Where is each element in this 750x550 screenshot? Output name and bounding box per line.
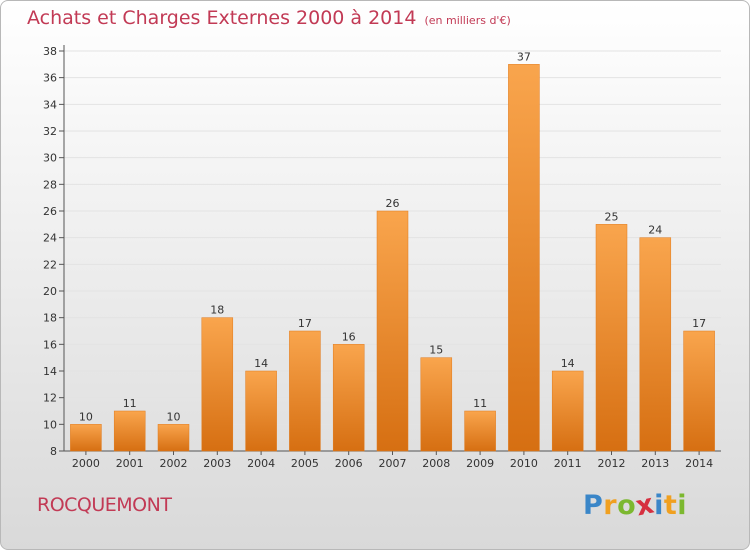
x-tick-label: 2013 [641,457,669,470]
x-tick-label: 2010 [510,457,538,470]
x-tick-label: 2003 [203,457,231,470]
bar [289,330,321,452]
y-tick-label: 24 [43,232,57,245]
y-tick-label: 20 [43,285,57,298]
bar [245,370,277,452]
bar [595,224,628,452]
bar [113,410,146,452]
y-tick-label: 22 [43,258,57,271]
y-tick-label: 26 [43,205,57,218]
data-label: 11 [473,397,487,410]
bar [508,64,540,452]
y-tick-label: 38 [43,45,57,58]
bar [551,370,584,452]
y-tick-label: 32 [43,125,57,138]
y-tick-label: 36 [43,72,57,85]
bar [201,317,234,452]
logo-letter: P [583,490,604,521]
data-label: 17 [298,317,312,330]
y-tick-label: 30 [43,152,57,165]
x-tick-label: 2004 [247,457,275,470]
x-tick-label: 2012 [598,457,626,470]
bar [376,210,409,452]
x-tick-label: 2014 [685,457,713,470]
data-label: 37 [517,50,531,63]
x-tick-label: 2002 [160,457,188,470]
logo-letter: i [677,490,688,521]
x-tick-label: 2006 [335,457,363,470]
x-tick-label: 2001 [116,457,144,470]
logo-letter: o [617,490,637,521]
bar [639,237,672,452]
bars: 10 11 10 18 14 17 16 26 15 11 37 14 25 24 17 [70,50,715,452]
data-label: 24 [648,224,662,237]
y-tick-label: 16 [43,338,57,351]
data-label: 14 [561,357,575,370]
y-tick-label: 8 [50,445,57,458]
data-label: 10 [79,410,93,423]
bar [332,344,365,452]
proxiti-logo[interactable]: Proxiti [583,488,688,522]
y-tick-label: 14 [43,365,57,378]
y-tick-label: 28 [43,178,57,191]
x-tick-label: 2000 [72,457,100,470]
x-tick-label: 2007 [379,457,407,470]
bar [420,357,453,452]
y-tick-label: 12 [43,392,57,405]
data-label: 26 [386,197,400,210]
y-tick-label: 18 [43,312,57,325]
bar [464,410,496,452]
data-label: 15 [429,344,443,357]
data-label: 14 [254,357,268,370]
data-label: 16 [342,330,356,343]
logo-letter: r [603,490,618,521]
x-tick-label: 2011 [554,457,582,470]
data-label: 17 [692,317,706,330]
chart-subtitle: (en milliers d'€) [424,14,511,27]
data-label: 10 [167,410,181,423]
logo-letter: t [663,490,678,521]
bar [683,330,715,452]
x-tick-label: 2008 [422,457,450,470]
data-label: 25 [605,210,619,223]
data-label: 11 [123,397,137,410]
city-name: ROCQUEMONT [37,494,172,516]
bar [70,424,102,452]
x-tick-label: 2009 [466,457,494,470]
logo-letter: i [654,490,664,521]
y-tick-label: 10 [43,418,57,431]
data-label: 18 [210,304,224,317]
bar [157,424,190,452]
y-tick-label: 34 [43,98,57,111]
x-tick-label: 2005 [291,457,319,470]
chart-title: Achats et Charges Externes 2000 à 2014 (e… [27,7,511,29]
